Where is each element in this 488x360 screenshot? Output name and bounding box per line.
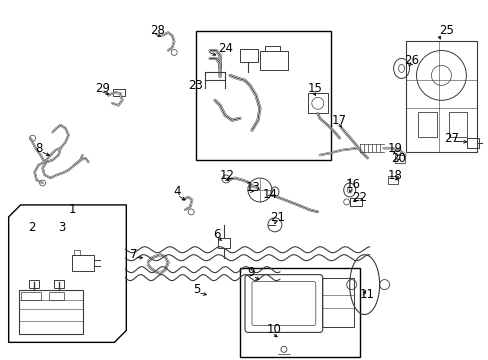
Text: 28: 28 [150,24,165,37]
Text: 12: 12 [220,168,235,181]
Bar [240,268,359,357]
Bar [20,292,41,300]
Bar [113,89,125,96]
Bar [349,198,361,206]
Text: 22: 22 [351,192,366,204]
Bar [387,176,397,184]
Text: 20: 20 [391,152,406,165]
Text: 17: 17 [331,114,346,127]
Text: 16: 16 [345,179,360,192]
Bar [196,31,330,160]
Bar [53,280,63,288]
Text: 23: 23 [188,79,203,92]
Text: 13: 13 [245,181,260,194]
Bar [417,112,437,137]
Bar [218,238,229,248]
Text: 8: 8 [36,141,43,155]
Bar [72,255,94,271]
Bar [405,41,476,152]
Text: 19: 19 [387,141,402,155]
Text: 15: 15 [307,82,322,95]
Bar [48,292,63,300]
Text: 9: 9 [246,266,254,279]
Text: 14: 14 [263,188,277,202]
Bar [307,93,327,113]
Bar [29,280,39,288]
Bar [448,112,467,137]
Text: 18: 18 [387,168,402,181]
Bar [240,49,258,62]
Text: 1: 1 [68,203,76,216]
Text: 7: 7 [130,248,138,261]
Bar [394,155,404,163]
Bar [74,250,81,255]
Text: 21: 21 [269,211,285,224]
Text: 5: 5 [193,283,200,296]
Text: 26: 26 [404,54,419,67]
Text: 25: 25 [439,24,453,37]
Text: 10: 10 [266,323,281,336]
Bar [260,50,287,71]
Text: 4: 4 [173,185,181,198]
Bar [467,138,478,148]
Text: 2: 2 [29,221,36,234]
Text: 11: 11 [359,288,374,301]
Bar [321,278,353,328]
Text: 3: 3 [59,221,66,234]
Text: 6: 6 [213,228,220,241]
Text: 24: 24 [218,42,233,55]
Text: 27: 27 [444,132,459,145]
Text: 29: 29 [95,82,110,95]
Bar [19,289,83,334]
